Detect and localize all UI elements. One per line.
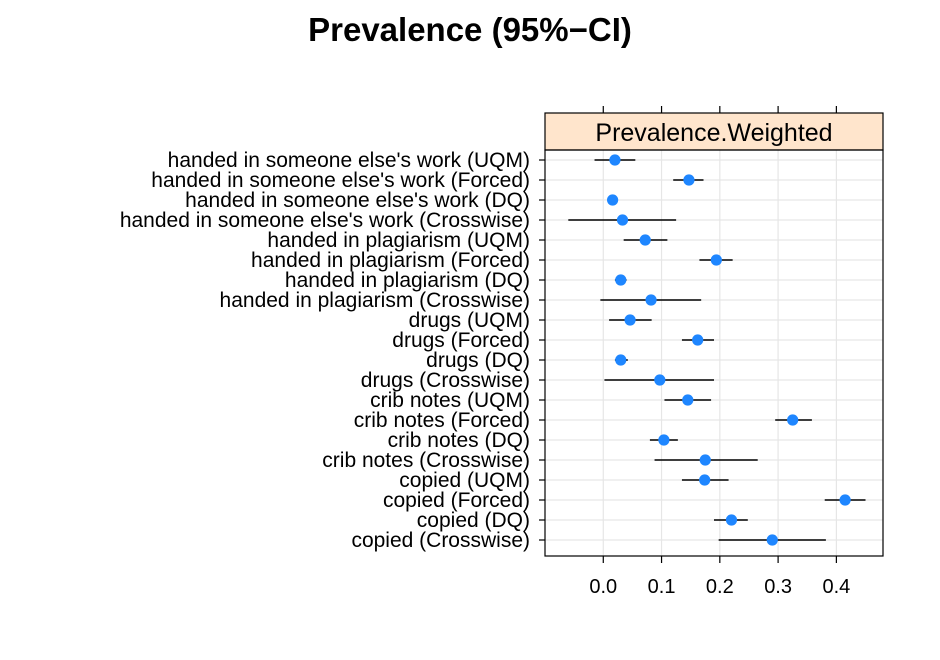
estimate-point xyxy=(615,354,627,366)
row-label: copied (Crosswise) xyxy=(351,529,530,552)
row-label: handed in plagiarism (Forced) xyxy=(251,249,530,272)
estimate-point xyxy=(639,234,651,246)
row-label: handed in plagiarism (Crosswise) xyxy=(220,289,530,312)
x-axis: 0.0 0.1 0.2 0.3 0.4 xyxy=(589,106,850,598)
data-points xyxy=(607,154,851,546)
estimate-point xyxy=(616,214,629,226)
estimate-point xyxy=(658,434,670,446)
estimate-point xyxy=(787,414,799,426)
row-label: handed in someone else's work (Forced) xyxy=(151,169,530,192)
row-label: drugs (UQM) xyxy=(409,309,530,332)
error-bars xyxy=(568,159,866,541)
row-label: copied (UQM) xyxy=(399,469,530,492)
row-labels: handed in someone else's work (UQM)hande… xyxy=(120,149,545,552)
estimate-point xyxy=(645,294,657,306)
row-label: handed in plagiarism (UQM) xyxy=(267,229,530,252)
row-label: crib notes (Crosswise) xyxy=(322,449,530,472)
grid-lines xyxy=(545,150,883,556)
estimate-point xyxy=(624,314,636,326)
row-label: handed in someone else's work (UQM) xyxy=(168,149,530,172)
estimate-point xyxy=(654,374,666,386)
estimate-point xyxy=(683,174,695,186)
estimate-point xyxy=(682,394,694,406)
estimate-point xyxy=(699,454,711,466)
estimate-point xyxy=(710,254,722,266)
estimate-point xyxy=(699,474,711,486)
row-label: handed in someone else's work (DQ) xyxy=(185,189,530,212)
panel-border xyxy=(544,149,884,557)
row-label: crib notes (Forced) xyxy=(354,409,530,432)
x-tick-label: 0.2 xyxy=(706,576,734,598)
row-label: drugs (DQ) xyxy=(426,349,530,372)
estimate-point xyxy=(839,494,851,506)
panel-strip-label: Prevalence.Weighted xyxy=(595,119,832,147)
row-label: handed in plagiarism (DQ) xyxy=(285,269,530,292)
chart-title: Prevalence (95%−CI) xyxy=(308,11,632,48)
x-tick-label: 0.0 xyxy=(589,576,617,598)
row-label: drugs (Forced) xyxy=(392,329,530,352)
row-label: handed in someone else's work (Crosswise… xyxy=(120,209,530,232)
estimate-point xyxy=(766,534,778,546)
estimate-point xyxy=(692,334,704,346)
row-label: copied (Forced) xyxy=(383,489,530,512)
x-tick-label: 0.4 xyxy=(822,576,850,598)
row-label: crib notes (UQM) xyxy=(370,389,530,412)
row-label: drugs (Crosswise) xyxy=(361,369,530,392)
estimate-point xyxy=(615,274,627,286)
x-tick-label: 0.1 xyxy=(648,576,676,598)
estimate-point xyxy=(609,154,621,166)
row-label: crib notes (DQ) xyxy=(388,429,530,452)
estimate-point xyxy=(607,194,619,206)
row-label: copied (DQ) xyxy=(417,509,530,532)
estimate-point xyxy=(725,514,738,526)
x-tick-label: 0.3 xyxy=(764,576,792,598)
